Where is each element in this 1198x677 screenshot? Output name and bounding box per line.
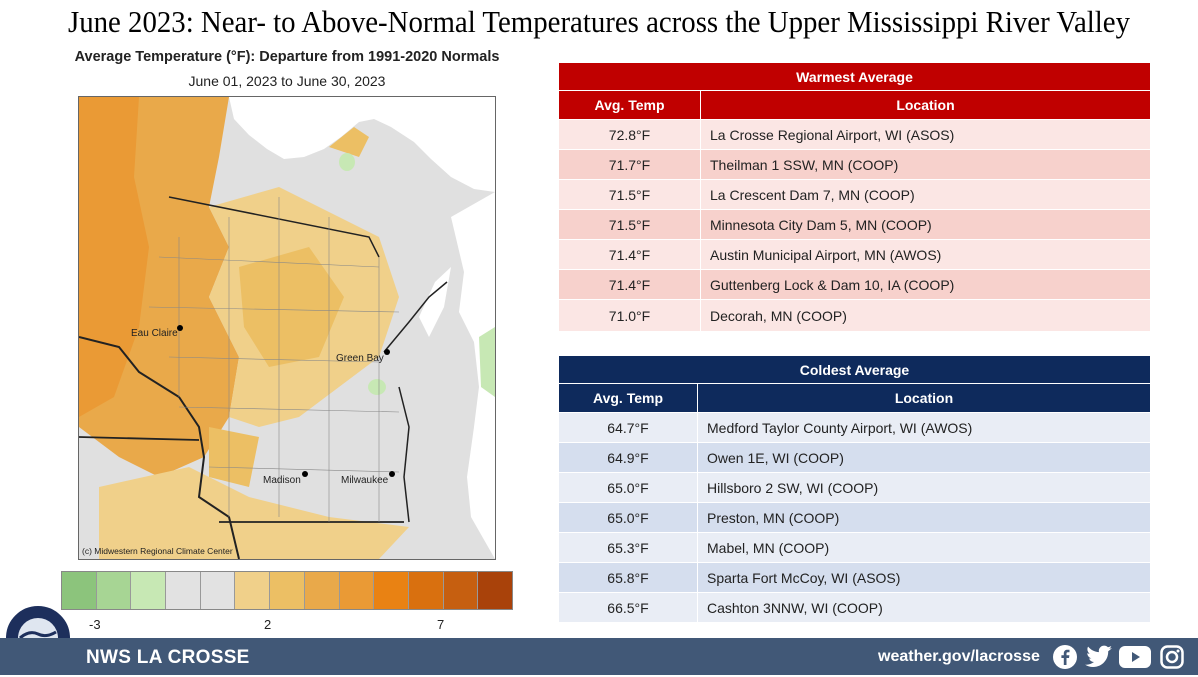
location-cell: Hillsboro 2 SW, WI (COOP)	[697, 472, 1151, 503]
legend-swatch	[408, 572, 444, 609]
page-title: June 2023: Near- to Above-Normal Tempera…	[67, 4, 1131, 39]
table-row: 64.9°F Owen 1E, WI (COOP)	[558, 442, 1151, 473]
color-legend	[61, 571, 513, 610]
table-row: 71.7°F Theilman 1 SSW, MN (COOP)	[558, 149, 1151, 180]
location-cell: Theilman 1 SSW, MN (COOP)	[700, 149, 1151, 180]
location-cell: Decorah, MN (COOP)	[700, 299, 1151, 332]
temp-cell: 65.8°F	[558, 562, 698, 593]
map-title: Average Temperature (°F): Departure from…	[74, 49, 500, 65]
coldest-title: Coldest Average	[558, 355, 1151, 384]
map-subtitle: June 01, 2023 to June 30, 2023	[188, 73, 386, 89]
facebook-icon[interactable]	[1053, 645, 1077, 669]
table-row: 64.7°F Medford Taylor County Airport, WI …	[558, 412, 1151, 443]
location-cell: Medford Taylor County Airport, WI (AWOS)	[697, 412, 1151, 443]
city-label-eau-claire: Eau Claire	[131, 328, 178, 339]
temp-cell: 71.7°F	[558, 149, 701, 180]
temp-cell: 64.9°F	[558, 442, 698, 473]
twitter-icon[interactable]	[1085, 645, 1113, 669]
map-credit: (c) Midwestern Regional Climate Center	[82, 546, 233, 556]
legend-swatch	[478, 572, 512, 609]
location-cell: La Crosse Regional Airport, WI (ASOS)	[700, 119, 1151, 150]
warmest-col-location: Location	[700, 90, 1151, 120]
location-cell: Preston, MN (COOP)	[697, 502, 1151, 533]
temp-cell: 65.3°F	[558, 532, 698, 563]
table-row: 71.5°F Minnesota City Dam 5, MN (COOP)	[558, 209, 1151, 240]
legend-label-neg3: -3	[89, 617, 101, 632]
temp-cell: 66.5°F	[558, 592, 698, 623]
legend-swatch	[166, 572, 201, 609]
legend-swatch	[200, 572, 236, 609]
legend-swatch	[235, 572, 271, 609]
city-label-milwaukee: Milwaukee	[341, 475, 389, 486]
table-row: 72.8°F La Crosse Regional Airport, WI (AS…	[558, 119, 1151, 150]
temp-cell: 71.4°F	[558, 239, 701, 270]
temp-cell: 72.8°F	[558, 119, 701, 150]
legend-swatch	[96, 572, 132, 609]
table-row: 66.5°F Cashton 3NNW, WI (COOP)	[558, 592, 1151, 623]
temp-cell: 71.5°F	[558, 179, 701, 210]
legend-swatch	[131, 572, 167, 609]
coldest-col-temp: Avg. Temp	[558, 383, 698, 413]
coldest-table: Coldest Average Avg. Temp Location 64.7°…	[558, 355, 1151, 623]
warmest-title: Warmest Average	[558, 62, 1151, 91]
location-cell: Guttenberg Lock & Dam 10, IA (COOP)	[700, 269, 1151, 300]
temp-cell: 65.0°F	[558, 502, 698, 533]
table-row: 65.3°F Mabel, MN (COOP)	[558, 532, 1151, 563]
table-row: 65.0°F Preston, MN (COOP)	[558, 502, 1151, 533]
location-cell: Minnesota City Dam 5, MN (COOP)	[700, 209, 1151, 240]
location-cell: Cashton 3NNW, WI (COOP)	[697, 592, 1151, 623]
location-cell: Austin Municipal Airport, MN (AWOS)	[700, 239, 1151, 270]
table-row: 65.0°F Hillsboro 2 SW, WI (COOP)	[558, 472, 1151, 503]
temperature-departure-map: Eau Claire Green Bay Madison Milwaukee (…	[78, 96, 496, 560]
city-label-green-bay: Green Bay	[336, 353, 384, 364]
warmest-col-temp: Avg. Temp	[558, 90, 701, 120]
temp-cell: 65.0°F	[558, 472, 698, 503]
location-cell: La Crescent Dam 7, MN (COOP)	[700, 179, 1151, 210]
footer-website-link[interactable]: weather.gov/lacrosse	[878, 648, 1040, 665]
legend-swatch	[62, 572, 97, 609]
legend-label-2: 2	[264, 617, 272, 632]
location-cell: Sparta Fort McCoy, WI (ASOS)	[697, 562, 1151, 593]
temp-cell: 71.5°F	[558, 209, 701, 240]
legend-swatch	[339, 572, 375, 609]
legend-swatch	[374, 572, 409, 609]
table-row: 71.4°F Guttenberg Lock & Dam 10, IA (COOP…	[558, 269, 1151, 300]
coldest-col-location: Location	[697, 383, 1151, 413]
location-cell: Mabel, MN (COOP)	[697, 532, 1151, 563]
legend-swatch	[270, 572, 305, 609]
temp-cell: 64.7°F	[558, 412, 698, 443]
table-row: 65.8°F Sparta Fort McCoy, WI (ASOS)	[558, 562, 1151, 593]
footer-bar: NWS LA CROSSE weather.gov/lacrosse	[0, 638, 1198, 675]
city-label-madison: Madison	[263, 475, 301, 486]
youtube-icon[interactable]	[1119, 645, 1151, 669]
location-cell: Owen 1E, WI (COOP)	[697, 442, 1151, 473]
table-row: 71.0°F Decorah, MN (COOP)	[558, 299, 1151, 332]
table-row: 71.5°F La Crescent Dam 7, MN (COOP)	[558, 179, 1151, 210]
legend-swatch	[443, 572, 479, 609]
table-row: 71.4°F Austin Municipal Airport, MN (AWOS…	[558, 239, 1151, 270]
footer-office-name: NWS LA CROSSE	[86, 647, 250, 668]
legend-label-7: 7	[437, 617, 445, 632]
warmest-table: Warmest Average Avg. Temp Location 72.8°…	[558, 62, 1151, 332]
legend-swatch	[304, 572, 340, 609]
temp-cell: 71.0°F	[558, 299, 701, 332]
instagram-icon[interactable]	[1160, 645, 1184, 669]
temp-cell: 71.4°F	[558, 269, 701, 300]
